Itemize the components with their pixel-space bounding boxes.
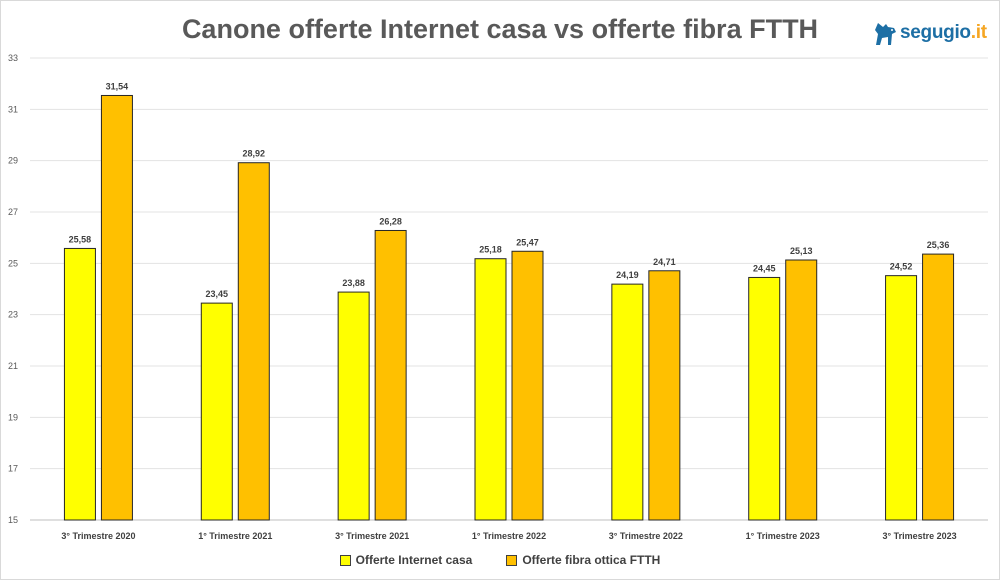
x-tick-label: 3° Trimestre 2023 bbox=[882, 531, 956, 541]
dog-icon bbox=[875, 23, 896, 45]
segugio-logo: segugio.it bbox=[872, 16, 987, 50]
bar-fibra bbox=[648, 270, 681, 521]
bar-internet bbox=[885, 275, 918, 521]
y-tick-label: 31 bbox=[8, 104, 18, 114]
y-tick-label: 33 bbox=[8, 53, 18, 63]
data-label: 31,54 bbox=[106, 81, 129, 91]
grid-lines bbox=[30, 57, 988, 521]
data-label: 24,71 bbox=[653, 257, 676, 267]
logo-suffix: .it bbox=[970, 22, 987, 43]
bar-fibra bbox=[100, 94, 133, 521]
bar-internet bbox=[63, 247, 96, 521]
legend-label-internet: Offerte Internet casa bbox=[355, 553, 473, 567]
bar-internet bbox=[474, 258, 507, 521]
y-tick-label: 23 bbox=[8, 310, 18, 320]
bar-fibra bbox=[922, 253, 955, 521]
data-label: 23,88 bbox=[342, 278, 365, 288]
logo-text: segugio.it bbox=[900, 22, 987, 44]
data-label: 25,36 bbox=[927, 240, 950, 250]
chart-title: Canone offerte Internet casa vs offerte … bbox=[181, 14, 819, 44]
data-label: 25,18 bbox=[479, 245, 502, 255]
data-labels: 25,58 31,54 23,45 28,92 23,88 26,28 25,18 25,47… bbox=[69, 81, 950, 299]
y-tick-label: 25 bbox=[8, 258, 18, 268]
legend-item-fibra: Offerte fibra ottica FTTH bbox=[506, 553, 660, 567]
legend-label-fibra: Offerte fibra ottica FTTH bbox=[522, 553, 661, 567]
x-tick-label: 3° Trimestre 2020 bbox=[61, 531, 135, 541]
data-label: 25,58 bbox=[69, 234, 92, 244]
y-tick-label: 17 bbox=[8, 464, 18, 474]
x-tick-label: 3° Trimestre 2022 bbox=[609, 531, 683, 541]
x-tick-label: 1° Trimestre 2021 bbox=[198, 531, 272, 541]
bar-fibra bbox=[785, 259, 818, 521]
y-tick-label: 27 bbox=[8, 207, 18, 217]
bar-internet bbox=[337, 291, 370, 521]
bar-internet bbox=[611, 283, 644, 521]
y-tick-label: 29 bbox=[8, 156, 18, 166]
data-label: 24,45 bbox=[753, 263, 776, 273]
x-tick-label: 3° Trimestre 2021 bbox=[335, 531, 409, 541]
data-label: 28,92 bbox=[243, 149, 266, 159]
data-label: 24,19 bbox=[616, 270, 639, 280]
logo-name: segugio bbox=[900, 22, 971, 43]
x-tick-label: 1° Trimestre 2022 bbox=[472, 531, 546, 541]
bar-fibra bbox=[511, 250, 544, 521]
x-axis-labels: 3° Trimestre 2020 1° Trimestre 2021 3° Tri… bbox=[61, 531, 956, 541]
legend-swatch-internet bbox=[339, 554, 351, 566]
bar-fibra bbox=[237, 162, 270, 521]
y-axis-ticks: 15 17 19 21 23 25 27 29 31 33 bbox=[8, 53, 18, 525]
y-tick-label: 19 bbox=[8, 412, 18, 422]
bar-fibra bbox=[374, 229, 407, 521]
data-label: 25,47 bbox=[516, 237, 539, 247]
data-label: 26,28 bbox=[379, 216, 402, 226]
bars bbox=[63, 94, 955, 521]
legend: Offerte Internet casa Offerte fibra otti… bbox=[0, 553, 1000, 567]
legend-item-internet: Offerte Internet casa bbox=[339, 553, 473, 567]
x-tick-label: 1° Trimestre 2023 bbox=[746, 531, 820, 541]
y-tick-label: 21 bbox=[8, 361, 18, 371]
bar-internet bbox=[200, 302, 233, 521]
legend-swatch-fibra bbox=[506, 554, 518, 566]
data-label: 25,13 bbox=[790, 246, 813, 256]
data-label: 23,45 bbox=[206, 289, 229, 299]
bar-internet bbox=[748, 276, 781, 521]
y-tick-label: 15 bbox=[8, 515, 18, 525]
data-label: 24,52 bbox=[890, 262, 913, 272]
